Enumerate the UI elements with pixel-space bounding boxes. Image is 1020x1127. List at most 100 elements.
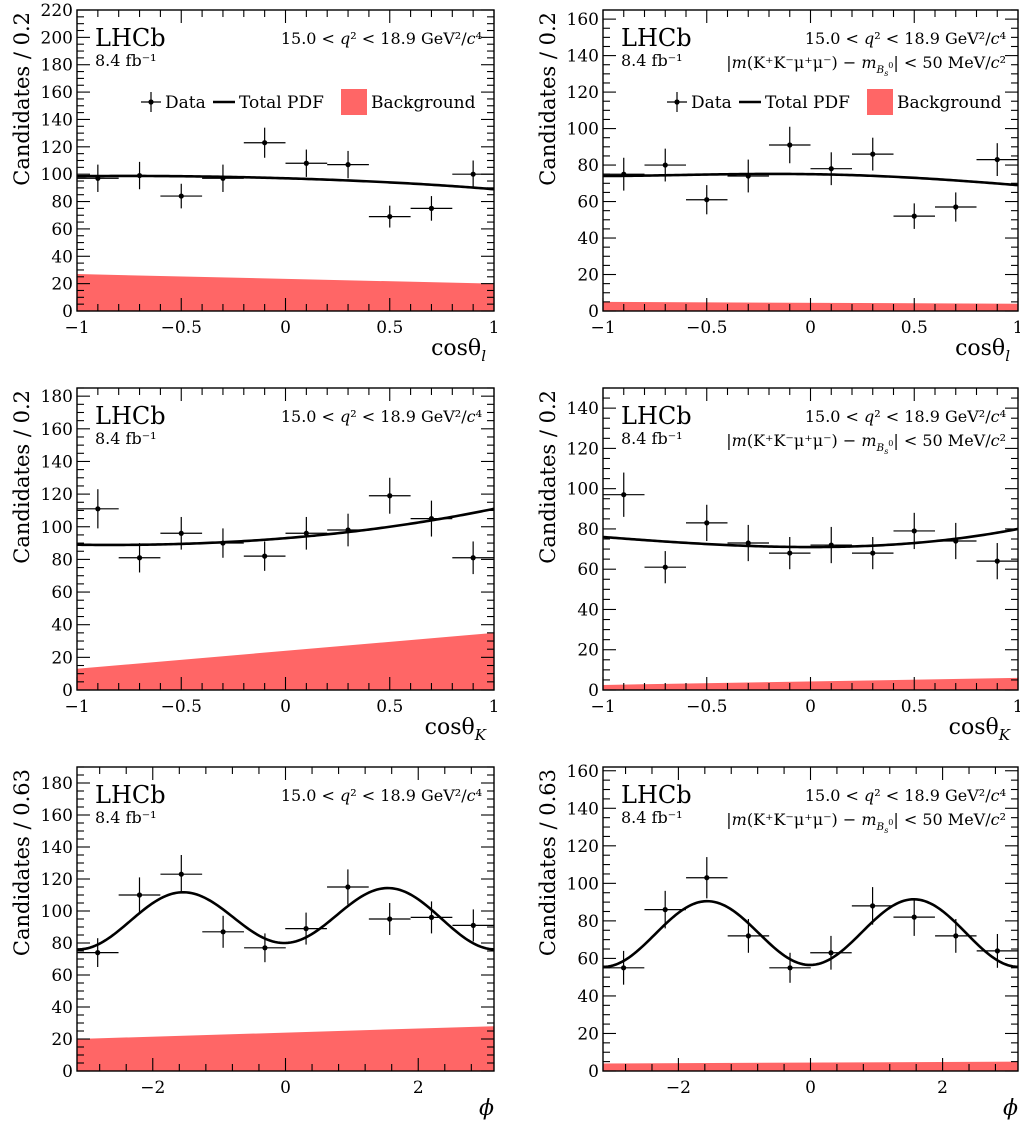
data-point xyxy=(644,551,686,584)
y-tick-label: 80 xyxy=(577,912,599,932)
data-point xyxy=(893,898,935,936)
y-tick-label: 120 xyxy=(41,870,73,890)
data-point xyxy=(76,938,119,967)
panel-4: 0 20 40 60 80 100 120 140 −1 −0.5 0 0.5 1 Candidates … xyxy=(536,387,1020,744)
x-axis-label: cosθl xyxy=(431,336,486,365)
x-tick-label: −1 xyxy=(590,697,615,717)
legend: Data Total PDF Background xyxy=(667,89,1002,115)
y-tick-label: 60 xyxy=(577,560,599,580)
y-axis-label: Candidates / 0.2 xyxy=(10,390,34,564)
legend-data-label: Data xyxy=(691,93,732,113)
y-tick-label: 140 xyxy=(41,110,73,130)
y-tick-label: 100 xyxy=(567,120,599,140)
legend-total-pdf-label: Total PDF xyxy=(765,93,850,113)
data-point xyxy=(727,919,770,953)
y-tick-label: 0 xyxy=(588,681,599,701)
y-tick-label: 40 xyxy=(51,247,73,267)
lhcb-label: LHCb xyxy=(621,24,692,52)
y-tick-label: 100 xyxy=(41,518,73,538)
data-point xyxy=(935,919,977,953)
x-tick-label: 0 xyxy=(280,697,291,717)
legend-background-label: Background xyxy=(371,93,476,113)
data-point xyxy=(976,934,1019,968)
y-tick-label: 120 xyxy=(567,837,599,857)
data-point xyxy=(243,127,286,158)
data-point xyxy=(410,500,453,537)
data-point xyxy=(285,516,328,550)
x-axis-label: cosθl xyxy=(955,336,1010,365)
y-tick-label: 40 xyxy=(577,600,599,620)
data-point xyxy=(244,933,286,963)
data-point xyxy=(935,522,977,560)
panel-5: 0 20 40 60 80 100 120 140 160 180 −2 0 2 Candidates /… xyxy=(10,766,495,1121)
legend-total-pdf-label: Total PDF xyxy=(239,93,324,113)
background-band xyxy=(77,1026,494,1071)
data-point xyxy=(368,477,411,514)
legend-data-label: Data xyxy=(165,93,206,113)
data-point xyxy=(202,528,244,558)
total-pdf-curve xyxy=(602,897,1019,969)
x-tick-label: −1 xyxy=(64,318,89,338)
q2-range-label: 15.0 < q² < 18.9 GeV²/c⁴ xyxy=(281,786,482,805)
y-tick-label: 120 xyxy=(567,83,599,103)
legend-background-label: Background xyxy=(897,93,1002,113)
y-tick-label: 120 xyxy=(567,439,599,459)
luminosity-label: 8.4 fb⁻¹ xyxy=(621,808,683,827)
mass-window-label: |m(K⁺K⁻μ⁺μ⁻) − mBs0| < 50 MeV/c² xyxy=(726,810,1006,835)
data-point xyxy=(686,857,728,899)
data-point xyxy=(810,152,852,186)
x-tick-label: −2 xyxy=(140,1078,165,1098)
y-tick-label: 80 xyxy=(577,156,599,176)
y-tick-label: 160 xyxy=(41,806,73,826)
y-tick-label: 0 xyxy=(588,1062,599,1082)
data-point xyxy=(118,161,161,190)
x-tick-label: 0 xyxy=(280,1078,291,1098)
data-point xyxy=(368,903,411,935)
y-tick-label: 60 xyxy=(577,949,599,969)
x-tick-label: −2 xyxy=(666,1078,691,1098)
y-axis-label: Candidates / 0.2 xyxy=(536,12,560,186)
legend: Data Total PDF Background xyxy=(141,89,476,115)
mass-window-label: |m(K⁺K⁻μ⁺μ⁻) − mBs0| < 50 MeV/c² xyxy=(726,431,1006,456)
x-tick-label: −0.5 xyxy=(161,318,202,338)
y-tick-label: 140 xyxy=(567,47,599,67)
y-axis-label: Candidates / 0.63 xyxy=(10,769,34,956)
y-tick-label: 100 xyxy=(567,480,599,500)
y-tick-label: 80 xyxy=(577,520,599,540)
q2-range-label: 15.0 < q² < 18.9 GeV²/c⁴ xyxy=(281,407,482,426)
lhcb-label: LHCb xyxy=(95,781,166,809)
y-tick-label: 40 xyxy=(577,987,599,1007)
y-tick-label: 40 xyxy=(51,998,73,1018)
x-tick-label: 0 xyxy=(805,1078,816,1098)
y-tick-label: 80 xyxy=(51,934,73,954)
y-tick-label: 220 xyxy=(41,1,73,21)
y-tick-label: 140 xyxy=(567,399,599,419)
data-point xyxy=(686,185,728,215)
panel-6: 0 20 40 60 80 100 120 140 160 −2 0 2 Candidates / 0.… xyxy=(536,762,1019,1121)
data-point xyxy=(452,909,495,942)
data-point xyxy=(810,935,852,970)
data-point xyxy=(285,912,327,945)
y-tick-label: 20 xyxy=(51,648,73,668)
y-tick-label: 200 xyxy=(41,28,73,48)
data-point xyxy=(327,150,369,179)
data-point xyxy=(852,536,894,570)
data-point xyxy=(118,877,161,913)
lhcb-label: LHCb xyxy=(95,24,166,52)
x-tick-label: 1 xyxy=(1013,318,1020,338)
data-point xyxy=(160,855,203,894)
data-point xyxy=(644,890,686,929)
y-tick-label: 60 xyxy=(51,966,73,986)
y-tick-label: 20 xyxy=(577,266,599,286)
y-tick-label: 0 xyxy=(62,302,73,322)
x-tick-label: 1 xyxy=(1013,697,1020,717)
data-point xyxy=(285,149,328,177)
data-point xyxy=(410,196,453,221)
lhcb-label: LHCb xyxy=(621,402,692,430)
x-tick-label: −0.5 xyxy=(686,697,727,717)
total-pdf-curve xyxy=(76,507,495,547)
data-point xyxy=(935,192,977,222)
y-tick-label: 180 xyxy=(41,774,73,794)
data-point xyxy=(452,541,494,575)
